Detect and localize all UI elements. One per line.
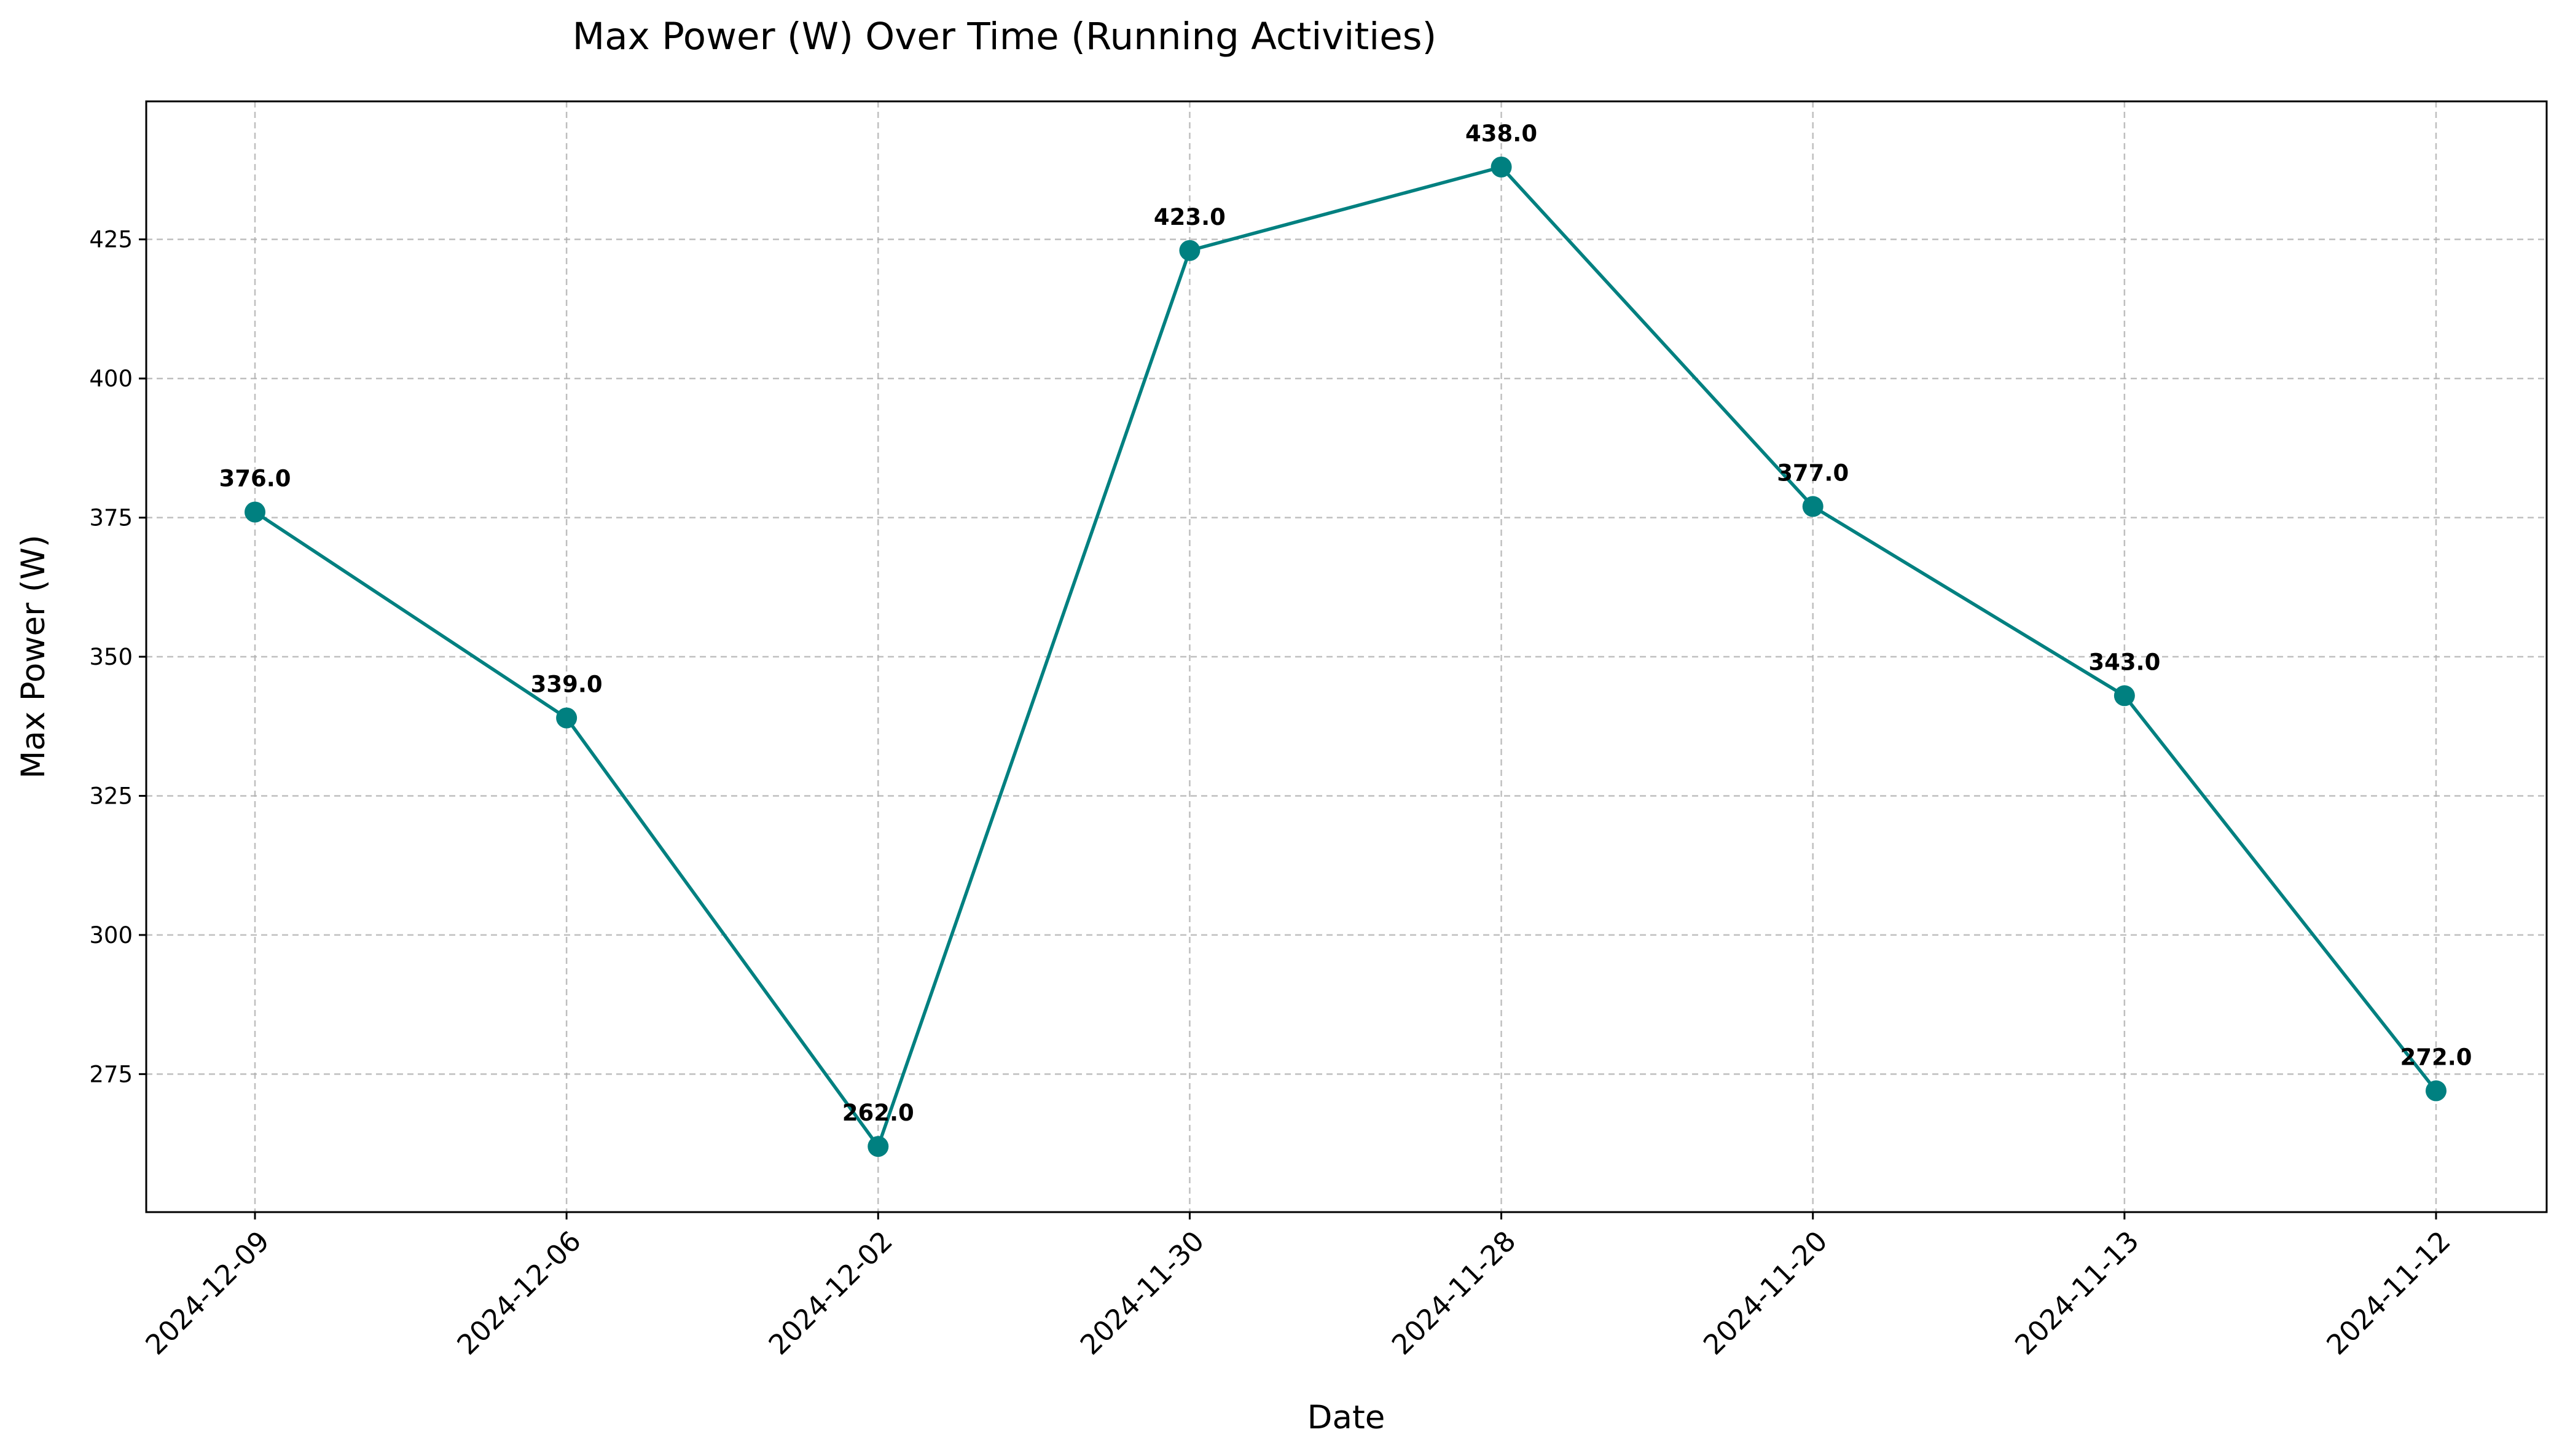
- data-label: 272.0: [2400, 1044, 2472, 1071]
- data-label: 423.0: [1154, 204, 1226, 230]
- y-axis: 275 300 325 350 375 400 425: [89, 227, 146, 1087]
- x-axis-label: Date: [1307, 1399, 1385, 1436]
- y-tick-label: 350: [89, 644, 133, 670]
- data-point: [868, 1136, 889, 1157]
- chart-title: Max Power (W) Over Time (Running Activit…: [573, 15, 1437, 58]
- data-label: 339.0: [531, 671, 603, 698]
- y-tick-label: 425: [89, 227, 133, 253]
- series-line: [254, 165, 2438, 1148]
- x-tick-label: 2024-12-06: [451, 1224, 587, 1361]
- x-tick-label: 2024-11-28: [1385, 1224, 1522, 1361]
- data-point: [245, 501, 265, 523]
- x-tick-label: 2024-12-02: [762, 1224, 899, 1361]
- data-label: 377.0: [1777, 460, 1849, 486]
- y-tick-label: 400: [89, 366, 133, 392]
- grid-lines: [146, 101, 2547, 1212]
- y-tick-label: 325: [89, 783, 133, 809]
- data-point: [1802, 496, 1824, 517]
- data-label: 262.0: [842, 1100, 914, 1126]
- data-point: [1491, 156, 1512, 178]
- y-axis-label: Max Power (W): [15, 534, 52, 778]
- data-label: 438.0: [1465, 120, 1537, 147]
- data-point: [2426, 1080, 2446, 1102]
- x-tick-label: 2024-11-30: [1074, 1224, 1210, 1361]
- x-tick-label: 2024-11-13: [2008, 1224, 2145, 1361]
- data-label: 376.0: [219, 465, 291, 491]
- data-point: [2113, 685, 2135, 706]
- plot-area: 376.0 339.0 262.0 423.0 438.0 377.0 343.0 272.0: [219, 120, 2472, 1157]
- data-label: 343.0: [2088, 649, 2160, 675]
- y-tick-label: 275: [89, 1061, 133, 1087]
- y-tick-label: 375: [89, 505, 133, 531]
- x-tick-label: 2024-11-12: [2320, 1224, 2456, 1361]
- y-tick-label: 300: [89, 922, 133, 949]
- x-tick-label: 2024-12-09: [139, 1224, 275, 1361]
- data-point: [1179, 240, 1201, 261]
- x-tick-label: 2024-11-20: [1697, 1224, 1833, 1361]
- data-point: [556, 707, 578, 729]
- x-axis: 2024-12-09 2024-12-06 2024-12-02 2024-11-30…: [139, 1212, 2457, 1361]
